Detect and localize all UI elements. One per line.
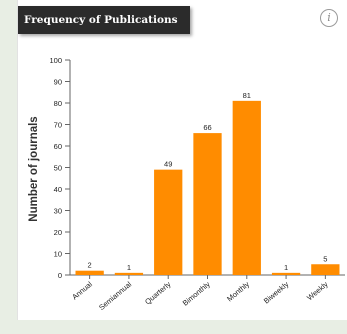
- x-tick-label: Bimonthly: [181, 279, 212, 307]
- bar-chart: Number of journals 010203040506070809010…: [28, 56, 345, 312]
- x-tick-label: Semiannual: [97, 279, 133, 312]
- y-tick-label: 60: [54, 142, 62, 151]
- bars: 2 1 49 66 81 1 5: [75, 91, 340, 275]
- bar-bimonthly: [193, 133, 222, 275]
- y-tick-label: 0: [58, 271, 62, 280]
- y-tick-label: 90: [54, 78, 62, 87]
- bar-quarterly: [154, 169, 183, 275]
- y-tick-label: 50: [54, 164, 62, 173]
- data-label: 49: [164, 160, 172, 169]
- data-label: 81: [243, 91, 251, 100]
- x-tick-label: Quarterly: [143, 279, 173, 306]
- y-tick-label: 20: [54, 228, 62, 237]
- y-tick-label: 30: [54, 207, 62, 216]
- bar-weekly: [311, 264, 340, 275]
- y-tick-label: 10: [54, 250, 62, 259]
- y-tick-label: 80: [54, 99, 62, 108]
- bar-monthly: [232, 100, 261, 275]
- bar-biweekly: [271, 272, 301, 275]
- chart-title: Frequency of Publications: [18, 6, 190, 34]
- chart-card: Frequency of Publications i Number of jo…: [17, 0, 347, 320]
- y-tick-label: 40: [54, 185, 62, 194]
- data-label: 66: [203, 123, 211, 132]
- y-axis-label: Number of journals: [28, 116, 40, 221]
- x-axis: Annual Semiannual Quarterly Bimonthly Monthl…: [70, 274, 345, 312]
- bar-annual: [75, 270, 104, 275]
- y-axis: 0 10 20 30 40 50 60 70 80 90 100: [49, 56, 71, 280]
- data-label: 5: [323, 254, 327, 263]
- info-icon[interactable]: i: [320, 9, 338, 27]
- x-tick-label: Annual: [70, 279, 94, 301]
- x-tick-label: Biweekly: [262, 279, 291, 305]
- data-label: 1: [284, 263, 288, 272]
- bar-semiannual: [114, 272, 144, 275]
- page-footer-band: [0, 320, 347, 334]
- x-tick-label: Monthly: [225, 279, 251, 303]
- x-tick-label: Weekly: [305, 279, 330, 302]
- data-label: 2: [88, 261, 92, 270]
- data-label: 1: [127, 263, 131, 272]
- y-tick-label: 70: [54, 121, 62, 130]
- y-tick-label: 100: [49, 56, 62, 65]
